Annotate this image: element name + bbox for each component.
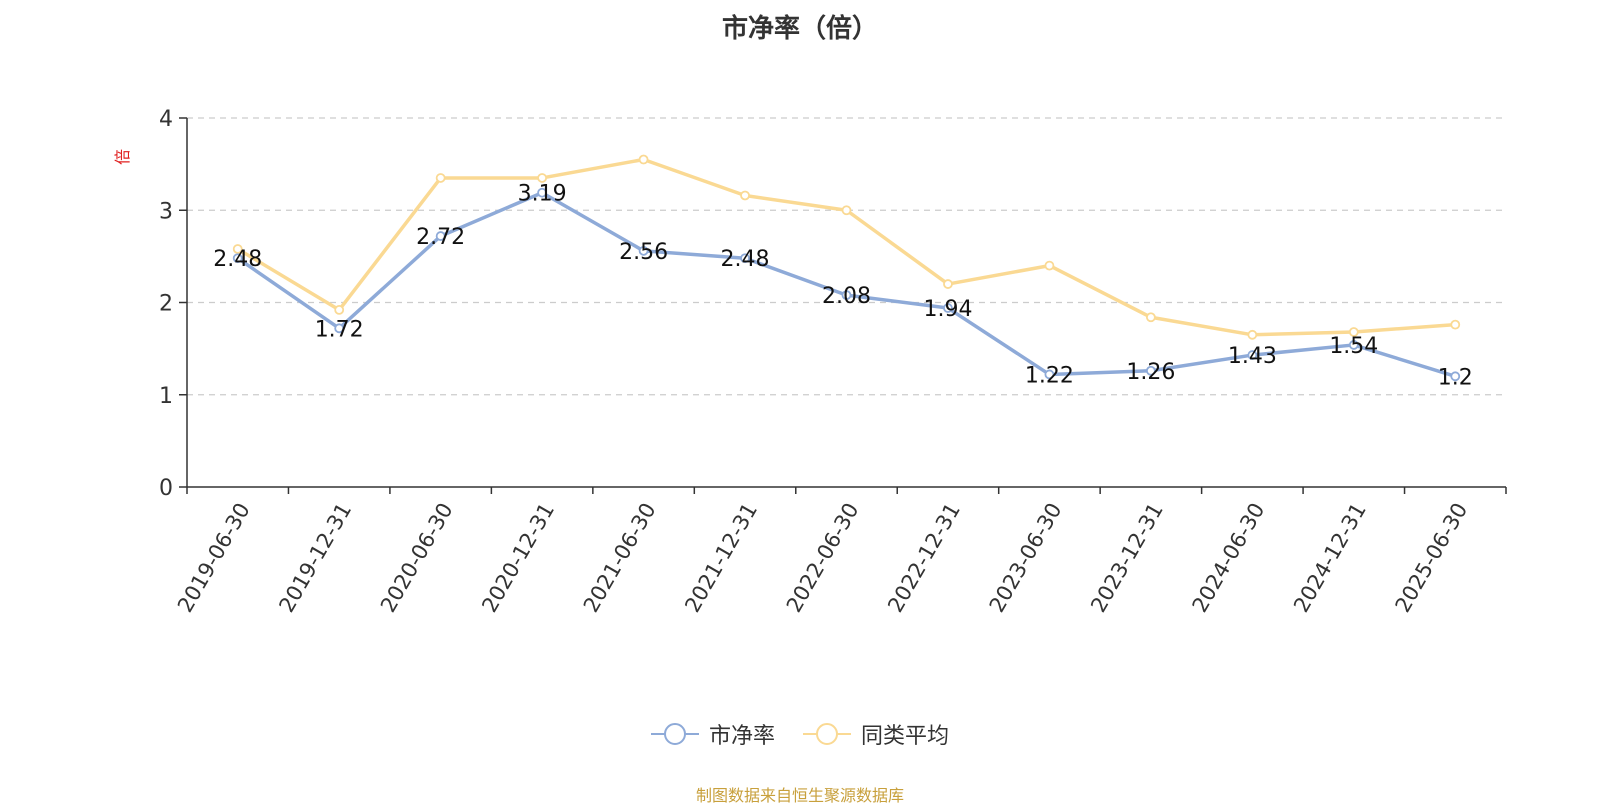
data-point [1348,327,1359,337]
x-tick-label: 2021-12-31 [680,499,762,617]
data-point [638,245,649,256]
data-label: 3.19 [518,182,567,207]
legend-item[interactable]: 市净率 [650,718,775,750]
data-labels: 2.48 1.72 2.72 3.19 2.56 2.48 2.08 1.94 1.22 1.26… [213,182,1473,391]
data-point [740,253,750,264]
y-tick-label: 1 [159,384,173,409]
legend-label: 市净率 [708,724,775,749]
x-tick-label: 2023-06-30 [985,499,1067,617]
y-axis-title: 倍 [113,149,132,165]
data-label: 1.26 [1126,360,1175,385]
data-point [1044,260,1055,271]
source-note: 制图数据来自恒生聚源数据库 [695,786,904,805]
data-point [841,290,852,301]
data-label: 2.48 [721,247,770,272]
data-label: 1.22 [1025,363,1074,388]
data-label: 2.72 [416,225,465,250]
data-point [1450,371,1461,382]
x-tick-label: 2022-12-31 [883,499,965,617]
series-lines [232,154,1461,382]
grid-lines [187,117,1506,396]
data-label: 2.56 [619,240,668,265]
data-point [1145,312,1156,323]
legend: 市净率 同类平均 [0,718,1600,750]
x-tick-label: 2021-06-30 [579,499,661,617]
legend-marker-icon [650,723,699,745]
data-point [232,244,243,254]
data-point [334,304,345,315]
legend-circle [816,723,838,745]
data-point [1044,369,1055,380]
legend-item[interactable]: 同类平均 [803,718,949,750]
data-label: 1.94 [923,297,972,322]
data-point [435,173,446,183]
data-point [943,303,953,313]
data-label: 1.43 [1228,344,1277,369]
data-point [1450,319,1461,330]
x-tick-label: 2024-06-30 [1188,499,1270,617]
data-point [841,205,852,216]
x-tick-label: 2020-06-30 [376,499,458,617]
x-tick-label: 2025-06-30 [1391,499,1473,617]
data-point [537,187,548,198]
data-point [638,154,649,165]
x-tick-label: 2019-12-31 [274,499,356,617]
data-point [537,173,548,183]
x-tick-label: 2022-06-30 [782,499,864,617]
legend-circle [663,723,686,745]
legend-marker-icon [803,723,851,745]
data-point [943,279,953,289]
data-label: 2.08 [822,284,871,309]
data-point [232,253,243,264]
y-tick-label: 3 [159,199,173,224]
axes: 0 1 2 3 4 2019-06-30 2019-12-31 2020-06-30 2020-… [159,107,1507,617]
data-label: 1.2 [1438,365,1473,390]
data-point [1348,340,1359,350]
x-tick-label: 2024-12-31 [1289,499,1371,617]
data-point [1247,329,1258,340]
data-label: 1.72 [315,317,364,342]
x-tick-label: 2019-06-30 [173,499,255,617]
data-point [435,231,446,241]
data-point [1247,350,1258,360]
data-label: 2.48 [213,247,262,272]
data-label: 1.54 [1329,334,1378,359]
chart-title: 市净率（倍） [721,14,878,44]
data-point [740,190,750,201]
data-point [334,323,345,334]
y-tick-label: 0 [159,476,173,501]
x-tick-label: 2020-12-31 [477,499,559,617]
data-point [1145,365,1156,376]
y-tick-label: 2 [159,292,173,317]
legend-label: 同类平均 [861,724,950,749]
y-tick-label: 4 [159,107,173,132]
x-tick-label: 2023-12-31 [1086,499,1168,617]
